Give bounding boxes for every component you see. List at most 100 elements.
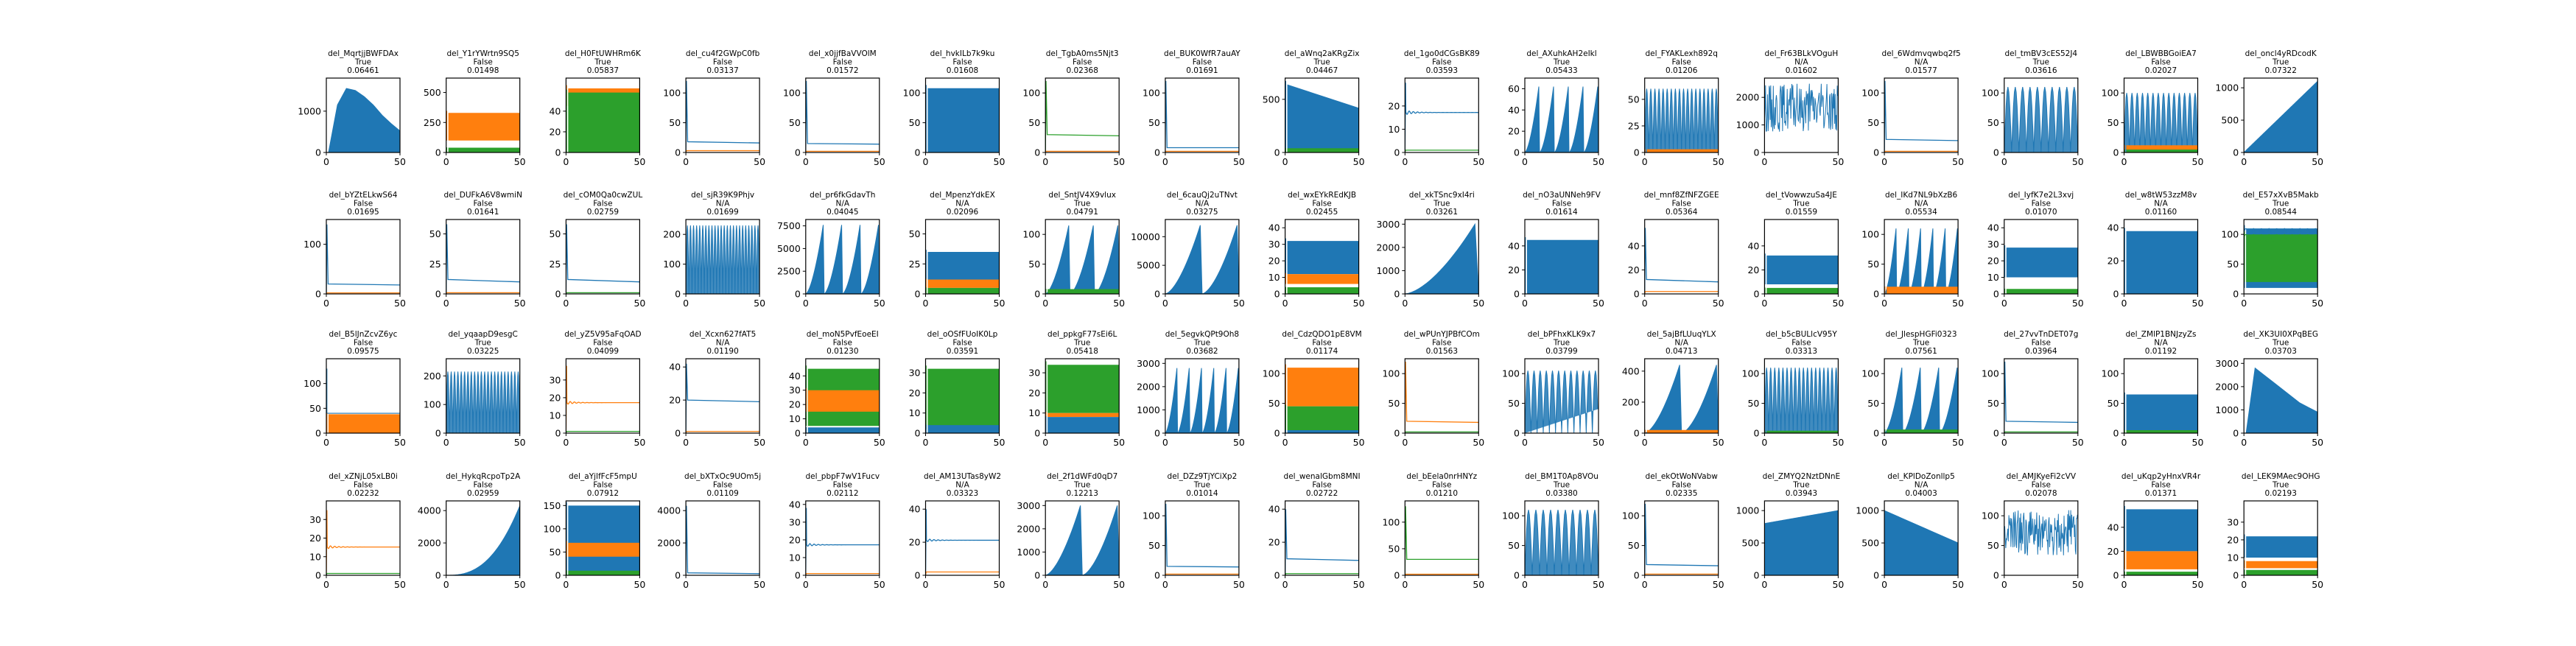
subplot-score: 0.04099	[587, 347, 619, 356]
y-tick-label: 0	[795, 147, 801, 158]
subplot-score: 0.01210	[1426, 489, 1458, 498]
x-tick-label: 50	[874, 437, 885, 448]
subplot-title: del_6cauQj2uTNvt	[1167, 191, 1238, 200]
y-tick-label: 0	[555, 289, 561, 300]
series-line	[1405, 362, 1479, 433]
axes-frame	[1884, 77, 1959, 153]
plot-area	[805, 508, 880, 575]
plot-area	[2124, 392, 2198, 433]
series-band	[1287, 148, 1359, 152]
x-tick-label: 50	[1353, 437, 1365, 448]
plot-area	[925, 365, 1000, 433]
series-band	[448, 147, 520, 152]
x-tick-label: 0	[1042, 298, 1048, 309]
plot-area	[1764, 253, 1839, 294]
x-tick-label: 50	[1713, 579, 1724, 590]
axes-frame	[1763, 500, 1839, 576]
y-tick-label: 100	[303, 239, 321, 250]
subplot-title: del_ZMYQ2NztDNnE	[1763, 472, 1841, 481]
subplot-score: 0.02368	[1066, 66, 1098, 75]
x-tick-label: 0	[1522, 156, 1528, 167]
y-tick-label: 3000	[1137, 358, 1160, 369]
y-tick-label: 25	[549, 259, 561, 270]
subplot-title: del_IyfK7e2L3xvj	[2008, 191, 2074, 200]
subplot-label: False	[593, 339, 612, 348]
x-tick-label: 0	[683, 579, 689, 590]
y-tick-label: 100	[2102, 88, 2119, 99]
x-tick-label: 50	[2072, 437, 2084, 448]
axes-frame	[326, 77, 401, 153]
series-area	[1644, 365, 1719, 433]
y-tick-label: 100	[1022, 229, 1040, 240]
series-line	[446, 224, 520, 294]
y-tick-label: 20	[2227, 534, 2239, 545]
y-tick-label: 100	[2221, 229, 2239, 240]
axes-frame	[805, 358, 880, 434]
y-tick-label: 100	[1861, 88, 1879, 99]
x-tick-label: 0	[1761, 437, 1767, 448]
y-tick-label: 250	[424, 117, 441, 128]
x-tick-label: 0	[2241, 298, 2247, 309]
x-tick-label: 50	[874, 579, 885, 590]
axes-frame	[1045, 358, 1120, 434]
axes-frame	[326, 500, 401, 576]
subplot-label: N/A	[1674, 339, 1688, 348]
y-tick-label: 0	[1753, 147, 1759, 158]
y-tick-label: 50	[1987, 398, 1999, 409]
axes-frame	[2243, 219, 2318, 295]
subplot-label: False	[2032, 200, 2051, 208]
y-tick-label: 150	[544, 500, 561, 511]
subplot-label: True	[1792, 481, 1809, 490]
series-line	[1045, 81, 1120, 152]
x-tick-label: 50	[2312, 156, 2323, 167]
series-line	[686, 81, 760, 152]
x-tick-label: 50	[754, 579, 765, 590]
y-tick-label: 100	[1742, 368, 1760, 379]
y-tick-label: 30	[1268, 239, 1280, 250]
subplot-title: del_tVowwzuSa4JE	[1766, 191, 1837, 200]
x-tick-label: 50	[2312, 437, 2323, 448]
x-tick-label: 0	[803, 437, 809, 448]
series-area	[2244, 80, 2318, 152]
y-tick-label: 0	[2113, 570, 2119, 581]
y-tick-label: 30	[549, 374, 561, 385]
y-tick-label: 500	[2221, 115, 2239, 126]
x-tick-label: 0	[1162, 156, 1168, 167]
plot-area	[1165, 225, 1239, 294]
axes-frame	[2123, 77, 2199, 153]
subplot-score: 0.03591	[947, 347, 978, 356]
axes-frame	[2123, 219, 2199, 295]
x-tick-label: 50	[1952, 156, 1964, 167]
series-band	[1646, 149, 1719, 152]
subplot-label: False	[952, 339, 972, 348]
x-tick-label: 0	[1881, 437, 1887, 448]
y-tick-label: 0	[1514, 147, 1520, 158]
x-tick-label: 0	[923, 437, 929, 448]
subplot-title: del_oncl4yRDcodK	[2245, 49, 2317, 58]
y-tick-label: 20	[309, 533, 321, 544]
axes-frame	[1524, 358, 1599, 434]
y-tick-label: 100	[1382, 368, 1400, 379]
series-line	[326, 224, 400, 294]
series-area	[1165, 368, 1239, 433]
subplot-label: True	[1912, 339, 1929, 348]
x-tick-label: 0	[1042, 437, 1048, 448]
axes-frame	[1763, 358, 1839, 434]
x-tick-label: 50	[994, 437, 1006, 448]
y-tick-label: 10	[1028, 407, 1040, 418]
subplot-score: 0.03225	[467, 347, 499, 356]
subplot-label: True	[1792, 200, 1809, 208]
subplot-score: 0.03261	[1426, 208, 1458, 217]
